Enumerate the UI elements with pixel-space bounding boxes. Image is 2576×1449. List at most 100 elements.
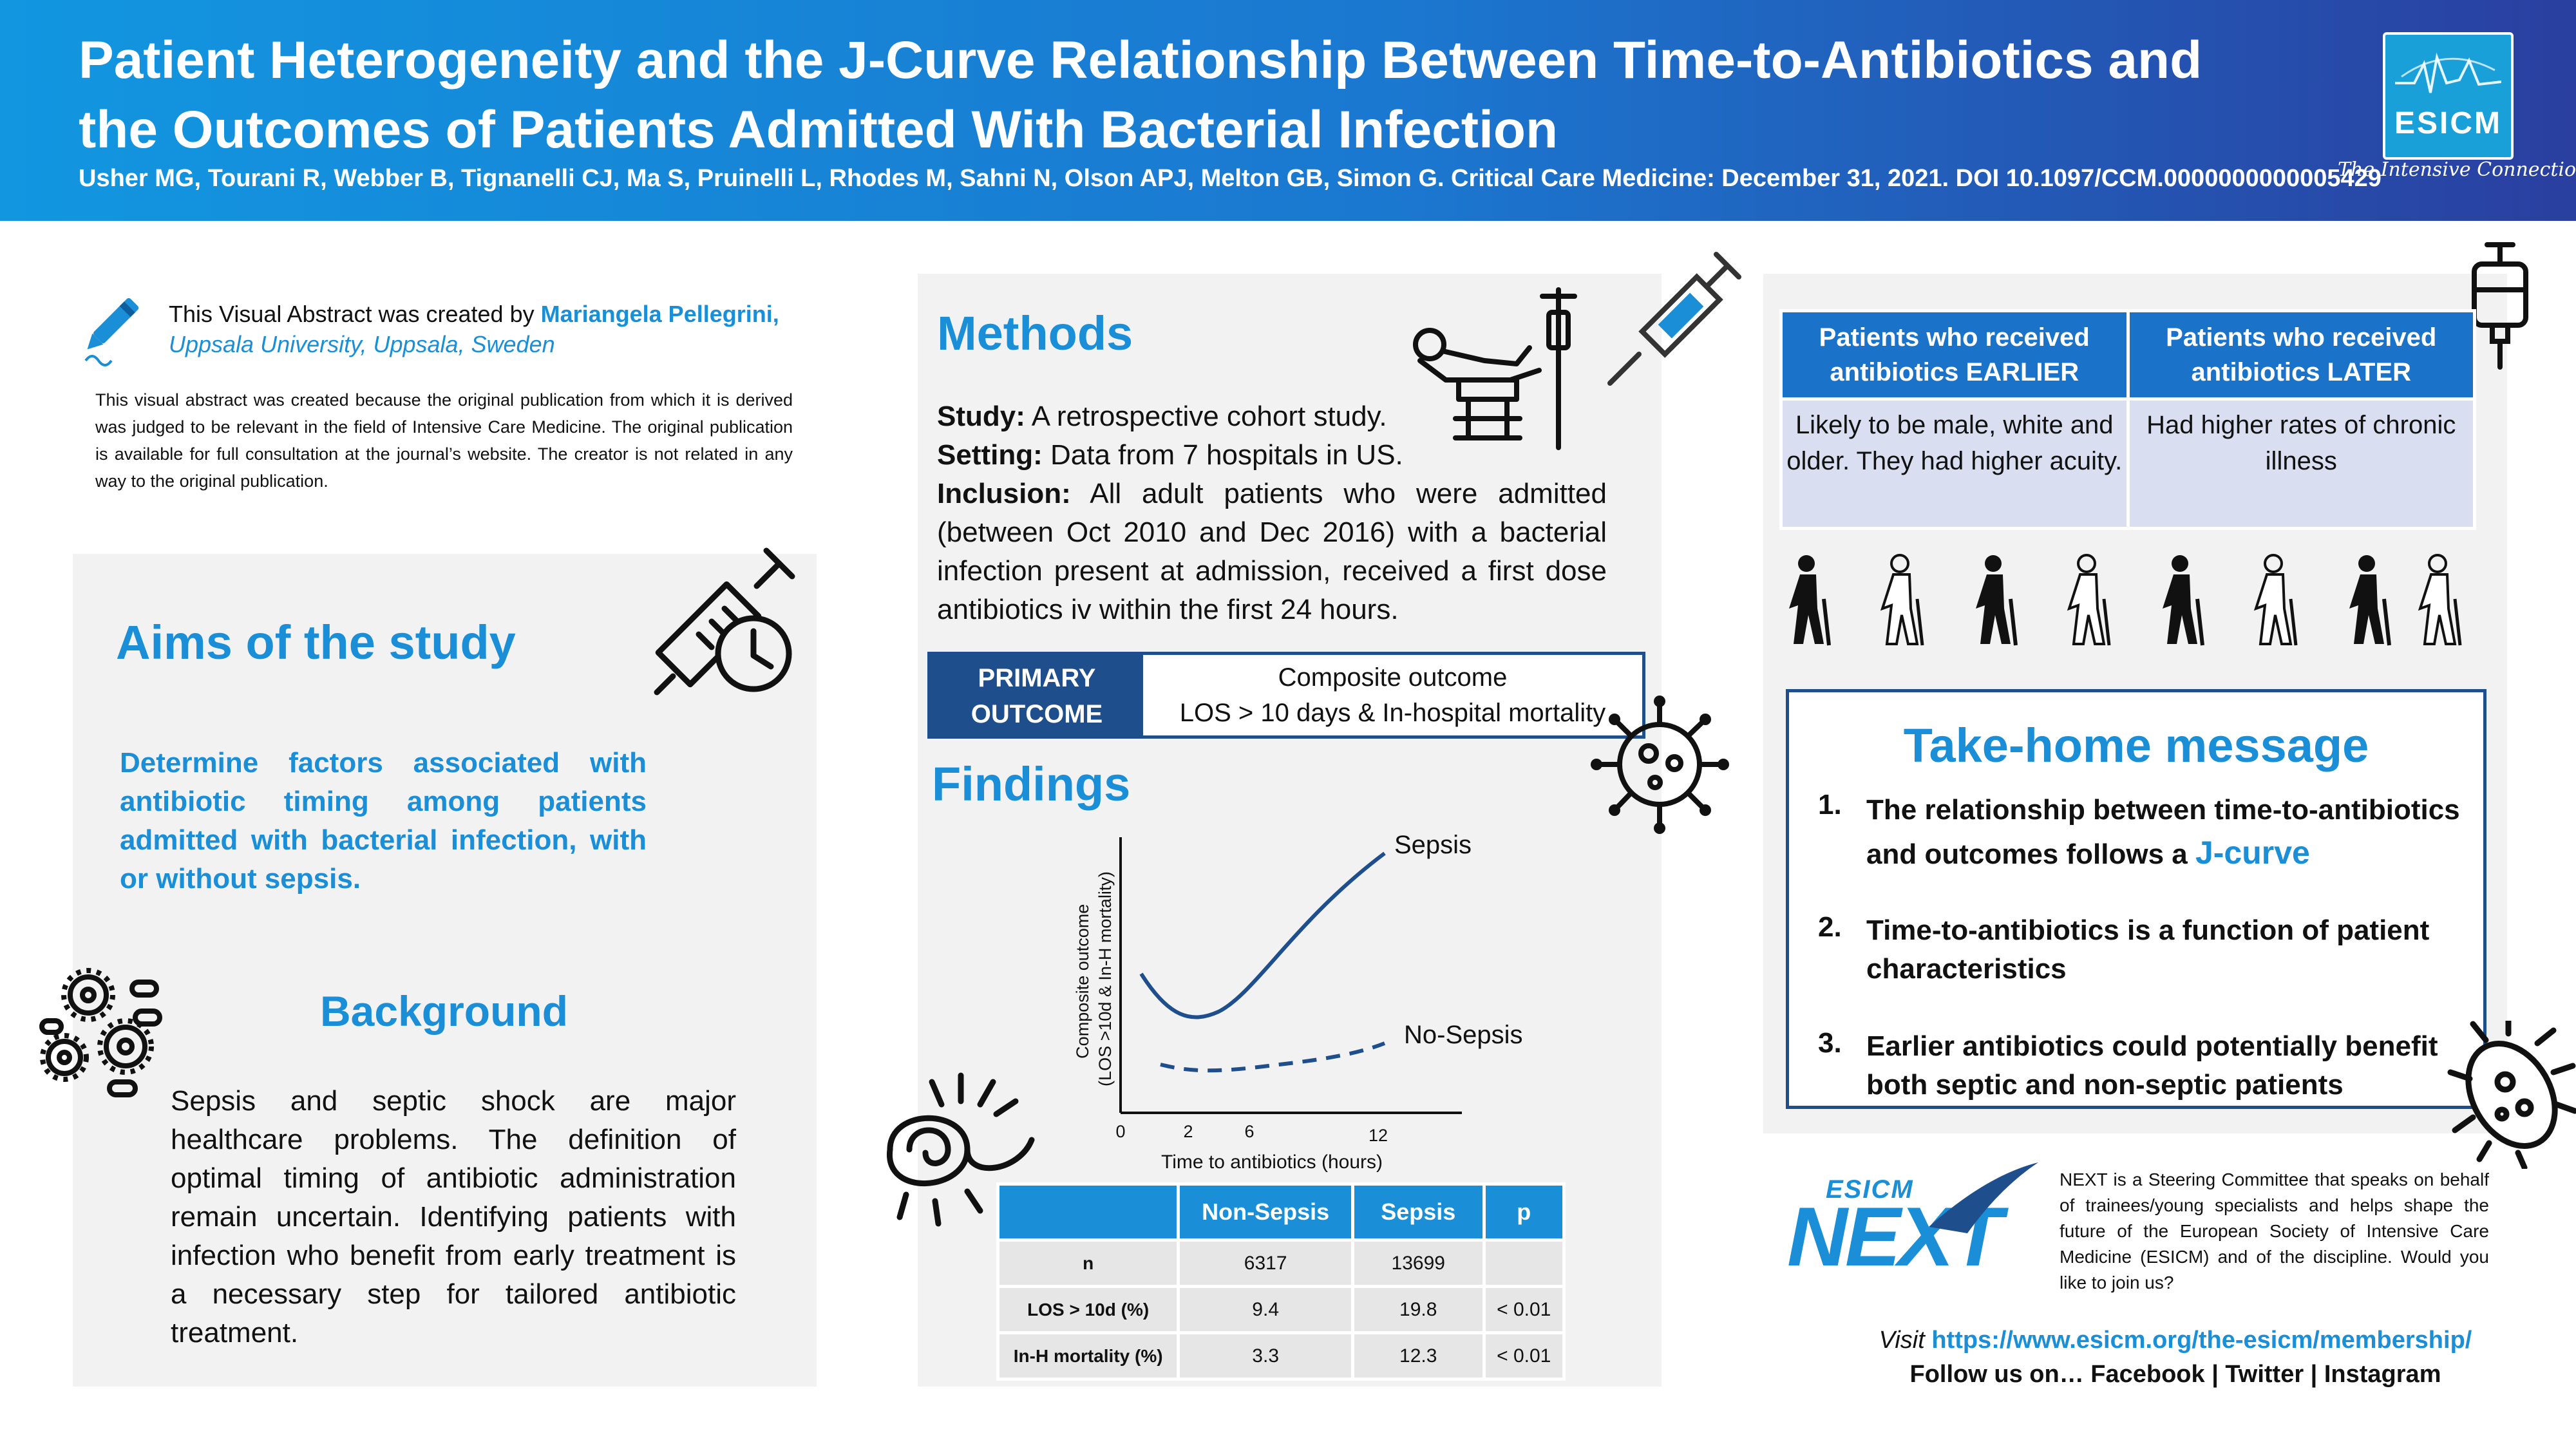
table-cell: n [996, 1238, 1180, 1288]
table-cell: 19.8 [1350, 1285, 1486, 1334]
esicm-tagline: The Intensive Connection [2338, 158, 2576, 181]
findings-heading: Findings [932, 757, 1131, 811]
esicm-next-logo[interactable]: ESICM NEXT [1787, 1162, 2045, 1282]
takehome-item-2: Time-to-antibiotics is a function of pat… [1866, 914, 2430, 985]
x-tick-label: 12 [1368, 1126, 1388, 1145]
virus-icon [1591, 696, 1729, 834]
takehome-num: 2. [1818, 911, 1842, 943]
x-tick-label: 6 [1244, 1122, 1254, 1141]
y-axis-label-line1: Composite outcome [1073, 904, 1092, 1059]
comparison-header-row: Patients who received antibiotics EARLIE… [1779, 309, 2476, 401]
table-cell: 12.3 [1350, 1331, 1486, 1381]
takehome-num: 3. [1818, 1027, 1842, 1059]
table-cell: 9.4 [1177, 1285, 1354, 1334]
table-cell: 3.3 [1177, 1331, 1354, 1381]
y-axis-label-line2: (LOS >10d & In-H mortality) [1095, 871, 1115, 1086]
table-cell: < 0.01 [1482, 1331, 1566, 1381]
swoosh-icon [1929, 1162, 2038, 1233]
table-row: n 6317 13699 [996, 1238, 1566, 1288]
table-cell: LOS > 10d (%) [996, 1285, 1180, 1334]
elderly-person-outline-icon [2253, 554, 2298, 646]
table-row: LOS > 10d (%) 9.4 19.8 < 0.01 [996, 1285, 1566, 1334]
iv-bag-icon [2472, 242, 2528, 370]
table-cell: < 0.01 [1482, 1285, 1566, 1334]
pen-icon [84, 298, 139, 366]
table-header-cell: Sepsis [1350, 1182, 1486, 1242]
elderly-person-icon [1789, 555, 1831, 646]
elderly-person-outline-icon [2067, 554, 2111, 646]
comparison-header-later: Patients who received antibiotics LATER [2126, 309, 2476, 401]
esicm-logo-text: ESICM [2394, 106, 2502, 140]
creator-affiliation: Uppsala University, Uppsala, Sweden [169, 331, 555, 357]
table-row: In-H mortality (%) 3.3 12.3 < 0.01 [996, 1331, 1566, 1381]
findings-table: Non-Sepsis Sepsis p n 6317 13699 LOS > 1… [996, 1182, 1566, 1381]
left-panel [73, 554, 817, 1387]
sepsis-series-line [1139, 851, 1386, 1019]
study-text: A retrospective cohort study. [1025, 401, 1387, 432]
header-banner: Patient Heterogeneity and the J-Curve Re… [0, 0, 2576, 221]
ecg-icon [2395, 52, 2501, 93]
comparison-table: Patients who received antibiotics EARLIE… [1779, 309, 2476, 530]
elderly-person-icon [2349, 555, 2391, 646]
primary-outcome-box: PRIMARY OUTCOME Composite outcome LOS > … [927, 652, 1645, 739]
methods-study: Study: A retrospective cohort study. [937, 397, 1607, 436]
takehome-item-text: The relationship between time-to-antibio… [1866, 794, 2460, 870]
study-label: Study: [937, 401, 1025, 432]
table-header-cell: p [1482, 1182, 1566, 1242]
membership-link[interactable]: https://www.esicm.org/the-esicm/membersh… [1931, 1327, 2472, 1354]
methods-inclusion: Inclusion: All adult patients who were a… [937, 475, 1607, 629]
comparison-cell-later: Had higher rates of chronic illness [2126, 397, 2476, 530]
creator-disclaimer: This visual abstract was created because… [95, 390, 793, 491]
table-cell [1482, 1238, 1566, 1288]
legend-sepsis: Sepsis [1394, 831, 1472, 859]
x-tick-label: 2 [1183, 1122, 1193, 1141]
aims-text: Determine factors associated with antibi… [120, 747, 647, 895]
inclusion-text: All adult patients who were admitted (be… [937, 478, 1607, 625]
syringe-clock-icon [654, 547, 795, 696]
microbe-icon [887, 1072, 1035, 1227]
primary-outcome-label: PRIMARY OUTCOME [931, 655, 1143, 735]
elderly-person-icon [2163, 555, 2204, 646]
methods-setting: Setting: Data from 7 hospitals in US. [937, 436, 1607, 475]
page-title: Patient Heterogeneity and the J-Curve Re… [79, 31, 2202, 159]
comparison-cell-earlier: Likely to be male, white and older. They… [1779, 397, 2130, 530]
table-header-cell [996, 1182, 1180, 1242]
table-cell: 13699 [1350, 1238, 1486, 1288]
elderly-person-outline-icon [1880, 554, 1924, 646]
visit-prefix: Visit [1879, 1327, 1932, 1354]
no-sepsis-series-line [1160, 1041, 1386, 1073]
legend-no-sepsis: No-Sepsis [1404, 1021, 1523, 1049]
creator-line: This Visual Abstract was created by Mari… [169, 298, 813, 330]
syringe-icon [1607, 252, 1741, 386]
x-axis-label: Time to antibiotics (hours) [1161, 1151, 1383, 1173]
x-tick-label: 0 [1115, 1122, 1125, 1141]
takehome-num: 1. [1818, 789, 1842, 820]
takehome-heading: Take-home message [1903, 719, 2369, 772]
takehome-item-3: Earlier antibiotics could potentially be… [1866, 1030, 2438, 1101]
creator-name: Mariangela Pellegrini, [540, 301, 779, 327]
table-cell: In-H mortality (%) [996, 1331, 1180, 1381]
background-text: Sepsis and septic shock are major health… [171, 1085, 736, 1349]
table-cell: 6317 [1177, 1238, 1354, 1288]
j-curve-highlight: J-curve [2195, 835, 2310, 871]
table-header-row: Non-Sepsis Sepsis p [996, 1182, 1566, 1242]
takehome-item-1: The relationship between time-to-antibio… [1866, 789, 2465, 876]
comparison-header-earlier: Patients who received antibiotics EARLIE… [1779, 309, 2130, 401]
table-header-cell: Non-Sepsis [1177, 1182, 1354, 1242]
takehome-box: Take-home message 1. The relationship be… [1786, 689, 2486, 1109]
setting-label: Setting: [937, 439, 1043, 471]
follow-line[interactable]: Follow us on… Facebook | Twitter | Insta… [1909, 1361, 2441, 1388]
background-heading: Background [320, 987, 569, 1035]
comparison-row: Likely to be male, white and older. They… [1779, 397, 2476, 530]
elderly-icons-row [1777, 554, 2473, 650]
next-description: NEXT is a Steering Committee that speaks… [2060, 1170, 2489, 1293]
citation: Usher MG, Tourani R, Webber B, Tignanell… [79, 165, 2382, 192]
inclusion-label: Inclusion: [937, 478, 1071, 509]
elderly-person-outline-icon [2418, 554, 2462, 646]
creator-prefix: This Visual Abstract was created by [169, 301, 541, 327]
esicm-logo[interactable]: ESICM [2383, 32, 2514, 160]
next-logo-small: ESICM [1826, 1175, 1914, 1204]
visit-line: Visit https://www.esicm.org/the-esicm/me… [1834, 1323, 2517, 1357]
patient-iv-icon [1413, 287, 1577, 450]
methods-heading: Methods [937, 307, 1133, 360]
